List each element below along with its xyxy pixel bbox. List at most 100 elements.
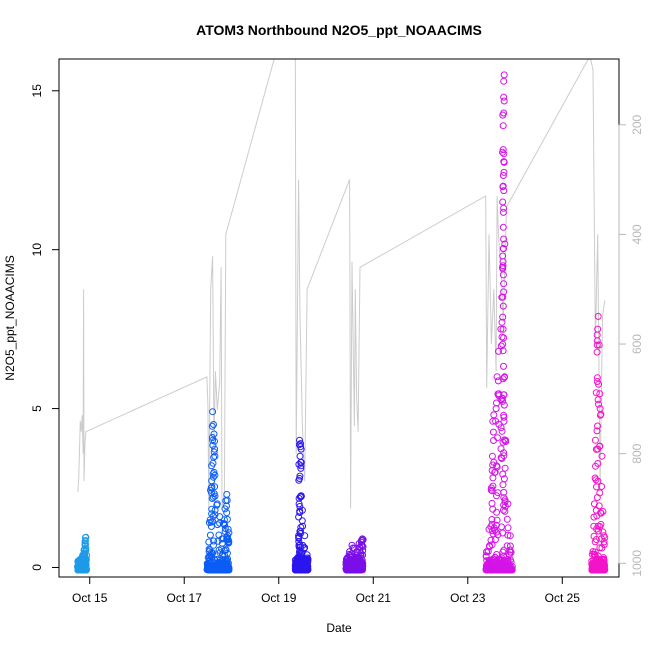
data-point: [500, 417, 508, 425]
y2-tick-label: 400: [630, 224, 644, 244]
data-point: [208, 505, 216, 513]
data-point: [500, 475, 508, 483]
data-point: [499, 506, 507, 514]
data-point: [211, 445, 219, 453]
data-point: [482, 552, 490, 560]
data-point: [221, 560, 229, 568]
data-point: [485, 562, 493, 570]
data-point: [599, 528, 607, 536]
data-point: [500, 413, 508, 421]
data-point: [597, 509, 605, 517]
data-point: [596, 442, 604, 450]
series-4: [342, 535, 367, 574]
data-point: [216, 513, 224, 521]
y-tick-label: 15: [30, 84, 44, 98]
data-point: [81, 534, 89, 541]
data-point: [224, 566, 231, 574]
data-point: [500, 168, 508, 176]
data-point: [359, 543, 367, 551]
data-point: [501, 240, 509, 248]
data-point: [220, 516, 228, 524]
series-1: [74, 533, 91, 574]
data-point: [297, 492, 305, 500]
data-point: [354, 548, 361, 556]
data-point: [82, 544, 90, 552]
data-point: [500, 280, 508, 288]
data-point: [209, 459, 217, 467]
data-point: [593, 374, 601, 382]
data-point: [499, 397, 507, 405]
data-point: [488, 452, 496, 460]
data-point: [296, 472, 304, 480]
data-point: [495, 347, 502, 355]
data-point: [499, 470, 507, 478]
data-point: [598, 452, 606, 460]
data-point: [506, 542, 514, 550]
x-tick-label: Oct 23: [450, 591, 486, 605]
series-3: [291, 436, 312, 574]
data-point: [499, 172, 507, 179]
y2-tick-label: 800: [630, 443, 644, 463]
data-point: [500, 401, 508, 409]
data-point: [597, 410, 605, 418]
data-point: [216, 519, 224, 527]
data-point: [498, 427, 506, 435]
data-point: [352, 554, 360, 562]
data-point: [208, 551, 216, 559]
data-point: [208, 548, 215, 556]
data-point: [213, 501, 221, 509]
data-point: [493, 516, 501, 524]
data-point: [499, 481, 507, 489]
data-point: [211, 452, 219, 460]
data-point: [493, 373, 501, 381]
data-point: [208, 477, 216, 485]
data-point: [500, 97, 508, 105]
data-point: [359, 536, 367, 544]
data-point: [490, 411, 498, 419]
data-point: [500, 158, 508, 166]
data-point: [210, 430, 218, 438]
data-point: [298, 506, 306, 514]
data-point: [210, 537, 218, 545]
data-point: [592, 536, 600, 543]
data-point: [218, 545, 226, 553]
data-point: [295, 441, 303, 449]
data-point: [594, 312, 602, 320]
data-point: [501, 507, 509, 515]
data-point: [219, 551, 227, 559]
data-point: [491, 469, 499, 476]
data-point: [498, 394, 506, 402]
data-point: [499, 146, 507, 154]
data-point: [298, 517, 306, 525]
data-point: [211, 511, 219, 519]
data-point: [225, 529, 233, 537]
data-point: [499, 302, 507, 310]
data-point: [499, 122, 507, 130]
data-point: [506, 563, 513, 571]
data-point: [595, 380, 602, 388]
data-point: [296, 452, 304, 460]
data-point: [499, 325, 507, 333]
data-point: [209, 408, 217, 416]
data-point: [499, 347, 507, 355]
series-5: [482, 71, 516, 574]
data-point: [592, 558, 600, 566]
data-point: [500, 71, 508, 79]
data-point: [504, 500, 512, 508]
data-point: [299, 541, 307, 549]
data-point: [593, 348, 601, 356]
data-point: [211, 483, 219, 491]
data-point: [225, 539, 233, 547]
data-point: [500, 204, 508, 212]
data-point: [596, 489, 604, 497]
data-point: [210, 421, 217, 428]
data-point: [497, 325, 505, 333]
data-point: [500, 488, 508, 496]
data-point: [493, 463, 501, 471]
y-axis-label: N2O5_ppt_NOAACIMS: [3, 255, 17, 380]
data-point: [598, 483, 606, 490]
data-point: [297, 462, 305, 470]
data-point: [593, 331, 601, 339]
data-point: [499, 258, 507, 266]
